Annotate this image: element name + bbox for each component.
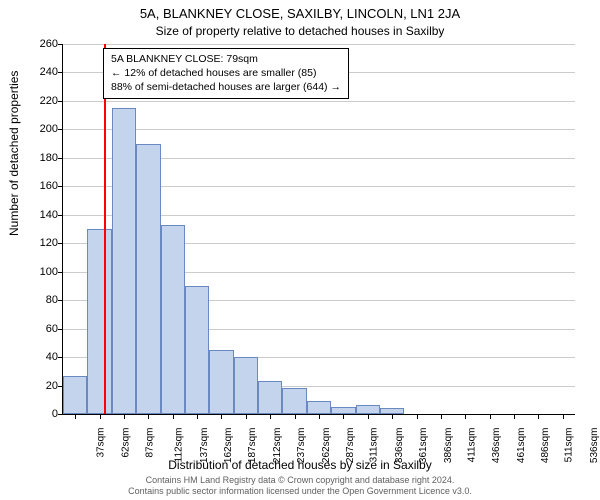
ytick-mark bbox=[58, 329, 63, 330]
ytick-label: 120 bbox=[28, 237, 58, 249]
histogram-bar bbox=[282, 388, 306, 414]
chart-title: 5A, BLANKNEY CLOSE, SAXILBY, LINCOLN, LN… bbox=[0, 6, 600, 21]
ytick-label: 220 bbox=[28, 95, 58, 107]
xtick-mark bbox=[100, 414, 101, 419]
plot-area bbox=[62, 44, 575, 415]
ytick-mark bbox=[58, 186, 63, 187]
ytick-label: 240 bbox=[28, 66, 58, 78]
xtick-label: 461sqm bbox=[516, 428, 527, 464]
ytick-label: 200 bbox=[28, 123, 58, 135]
xtick-mark bbox=[563, 414, 564, 419]
xtick-mark bbox=[343, 414, 344, 419]
gridline bbox=[63, 129, 575, 130]
histogram-bar bbox=[209, 350, 233, 414]
xtick-label: 162sqm bbox=[223, 428, 234, 464]
property-marker-line bbox=[104, 44, 106, 414]
ytick-mark bbox=[58, 72, 63, 73]
ytick-label: 180 bbox=[28, 152, 58, 164]
footer-line-2: Contains public sector information licen… bbox=[0, 486, 600, 497]
histogram-bar bbox=[307, 401, 331, 414]
y-axis-label: Number of detached properties bbox=[7, 71, 21, 236]
xtick-label: 311sqm bbox=[369, 428, 380, 463]
ytick-mark bbox=[58, 215, 63, 216]
xtick-mark bbox=[246, 414, 247, 419]
histogram-bar bbox=[258, 381, 282, 414]
xtick-mark bbox=[75, 414, 76, 419]
xtick-mark bbox=[319, 414, 320, 419]
xtick-label: 62sqm bbox=[120, 428, 131, 458]
ytick-mark bbox=[58, 101, 63, 102]
annotation-line-1: 5A BLANKNEY CLOSE: 79sqm bbox=[111, 52, 341, 66]
ytick-label: 40 bbox=[28, 351, 58, 363]
histogram-bar bbox=[185, 286, 209, 414]
ytick-label: 60 bbox=[28, 323, 58, 335]
histogram-bar bbox=[87, 229, 111, 414]
xtick-mark bbox=[538, 414, 539, 419]
ytick-label: 260 bbox=[28, 38, 58, 50]
xtick-label: 37sqm bbox=[96, 428, 107, 458]
xtick-label: 436sqm bbox=[491, 428, 502, 464]
annotation-line-2: ← 12% of detached houses are smaller (85… bbox=[111, 66, 341, 80]
xtick-label: 187sqm bbox=[248, 428, 259, 464]
ytick-label: 160 bbox=[28, 180, 58, 192]
xtick-mark bbox=[514, 414, 515, 419]
footer: Contains HM Land Registry data © Crown c… bbox=[0, 475, 600, 498]
annotation-box: 5A BLANKNEY CLOSE: 79sqm ← 12% of detach… bbox=[103, 48, 349, 99]
xtick-mark bbox=[197, 414, 198, 419]
ytick-mark bbox=[58, 243, 63, 244]
xtick-label: 137sqm bbox=[199, 428, 210, 464]
xtick-mark bbox=[441, 414, 442, 419]
histogram-bar bbox=[161, 225, 185, 414]
xtick-label: 112sqm bbox=[174, 428, 185, 463]
xtick-mark bbox=[368, 414, 369, 419]
ytick-label: 100 bbox=[28, 266, 58, 278]
xtick-mark bbox=[465, 414, 466, 419]
xtick-mark bbox=[490, 414, 491, 419]
ytick-mark bbox=[58, 357, 63, 358]
xtick-mark bbox=[173, 414, 174, 419]
xtick-label: 336sqm bbox=[394, 428, 405, 464]
ytick-label: 140 bbox=[28, 209, 58, 221]
annotation-line-3: 88% of semi-detached houses are larger (… bbox=[111, 80, 341, 94]
xtick-label: 411sqm bbox=[466, 428, 477, 463]
ytick-mark bbox=[58, 158, 63, 159]
histogram-bar bbox=[112, 108, 136, 414]
ytick-mark bbox=[58, 414, 63, 415]
xtick-mark bbox=[392, 414, 393, 419]
xtick-mark bbox=[221, 414, 222, 419]
xtick-mark bbox=[148, 414, 149, 419]
xtick-label: 486sqm bbox=[540, 428, 551, 464]
histogram-bar bbox=[331, 407, 355, 414]
xtick-label: 536sqm bbox=[589, 428, 600, 464]
ytick-label: 20 bbox=[28, 380, 58, 392]
ytick-mark bbox=[58, 300, 63, 301]
ytick-label: 0 bbox=[28, 408, 58, 420]
ytick-mark bbox=[58, 44, 63, 45]
ytick-mark bbox=[58, 272, 63, 273]
ytick-mark bbox=[58, 129, 63, 130]
chart-subtitle: Size of property relative to detached ho… bbox=[0, 24, 600, 38]
xtick-label: 511sqm bbox=[564, 428, 575, 463]
histogram-bar bbox=[234, 357, 258, 414]
ytick-label: 80 bbox=[28, 294, 58, 306]
histogram-bar bbox=[136, 144, 160, 414]
xtick-label: 386sqm bbox=[443, 428, 454, 464]
xtick-label: 287sqm bbox=[345, 428, 356, 464]
chart-container: 5A, BLANKNEY CLOSE, SAXILBY, LINCOLN, LN… bbox=[0, 0, 600, 500]
xtick-label: 262sqm bbox=[321, 428, 332, 464]
footer-line-1: Contains HM Land Registry data © Crown c… bbox=[0, 475, 600, 486]
gridline bbox=[63, 101, 575, 102]
xtick-mark bbox=[124, 414, 125, 419]
xtick-label: 361sqm bbox=[418, 428, 429, 464]
histogram-bar bbox=[63, 376, 87, 414]
xtick-label: 237sqm bbox=[296, 428, 307, 464]
xtick-mark bbox=[417, 414, 418, 419]
xtick-label: 212sqm bbox=[272, 428, 283, 464]
histogram-bar bbox=[356, 405, 380, 414]
xtick-mark bbox=[295, 414, 296, 419]
xtick-mark bbox=[270, 414, 271, 419]
xtick-label: 87sqm bbox=[144, 428, 155, 458]
gridline bbox=[63, 44, 575, 45]
